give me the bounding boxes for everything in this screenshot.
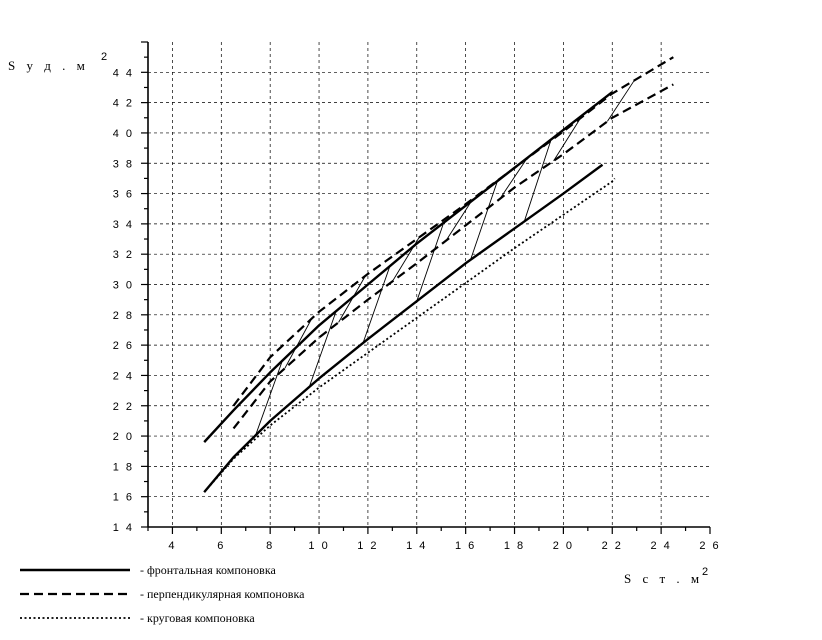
series-0-connector-2	[362, 265, 391, 344]
y-tick-label-11: 3 6	[113, 189, 134, 201]
y-tick-label-9: 3 2	[113, 249, 134, 261]
grid	[148, 42, 710, 527]
x-tick-label-5: 1 4	[406, 540, 427, 552]
x-tick-label-11: 2 6	[699, 540, 720, 552]
series-0-connector-5	[523, 139, 552, 222]
y-tick-label-2: 1 8	[113, 461, 134, 473]
x-tick-label-7: 1 8	[504, 540, 525, 552]
x-tick-label-4: 1 2	[357, 540, 378, 552]
y-tick-label-15: 4 4	[113, 67, 134, 79]
x-axis-title: S с т . м	[624, 571, 703, 586]
x-axis-title-superscript: 2	[702, 566, 710, 578]
series-1-connector-6	[606, 80, 635, 122]
legend: - фронтальная компоновка - перпендикулярн…	[20, 563, 305, 625]
y-tick-label-1: 1 6	[113, 492, 134, 504]
x-tick-label-3: 1 0	[308, 540, 329, 552]
y-tick-label-5: 2 4	[113, 370, 134, 382]
x-tick-label-8: 2 0	[553, 540, 574, 552]
y-axis-title-superscript: 2	[101, 51, 109, 63]
y-tick-label-6: 2 6	[113, 340, 134, 352]
ticks	[141, 41, 711, 534]
series-1-connector-4	[499, 158, 528, 200]
y-tick-label-14: 4 2	[113, 98, 134, 110]
series-layer	[203, 56, 674, 493]
series-1-connector-3	[445, 198, 474, 241]
series-1-lower-line	[232, 83, 674, 430]
x-tick-label-2: 8	[266, 540, 274, 552]
x-tick-label-10: 2 4	[650, 540, 671, 552]
series-0-connector-4	[470, 180, 498, 260]
series-0-upper-line	[203, 91, 613, 443]
y-axis-title: S у д . м	[8, 58, 89, 73]
x-tick-label-9: 2 2	[602, 540, 623, 552]
y-tick-label-13: 4 0	[113, 128, 134, 140]
connectors	[255, 80, 635, 436]
series-1-upper-line	[232, 56, 674, 407]
x-tick-label-6: 1 6	[455, 540, 476, 552]
y-tick-label-4: 2 2	[113, 401, 134, 413]
legend-label-1: - перпендикулярная компоновка	[140, 587, 305, 601]
y-tick-label-7: 2 8	[113, 310, 134, 322]
series-1-connector-5	[553, 117, 581, 162]
series-1-connector-0	[284, 318, 313, 369]
series-0-lower-line	[203, 163, 604, 493]
y-tick-label-8: 3 0	[113, 280, 134, 292]
y-tick-label-0: 1 4	[113, 522, 134, 534]
series-0-connector-1	[308, 310, 337, 388]
series-0-connector-3	[416, 222, 445, 302]
y-tick-label-10: 3 4	[113, 219, 134, 231]
series-2-lower-line	[203, 177, 616, 493]
tick-labels: 4 6 8 1 0 1 2 1 4 1 6 1 8 2 0 2 2 2 4 2 6 1 4 1 6 1 8 2…	[113, 67, 720, 552]
y-tick-label-3: 2 0	[113, 431, 134, 443]
y-tick-label-12: 3 8	[113, 158, 134, 170]
legend-label-2: - круговая компоновка	[140, 611, 255, 625]
legend-label-0: - фронтальная компоновка	[140, 563, 276, 577]
x-tick-label-0: 4	[168, 540, 176, 552]
x-tick-label-1: 6	[217, 540, 225, 552]
